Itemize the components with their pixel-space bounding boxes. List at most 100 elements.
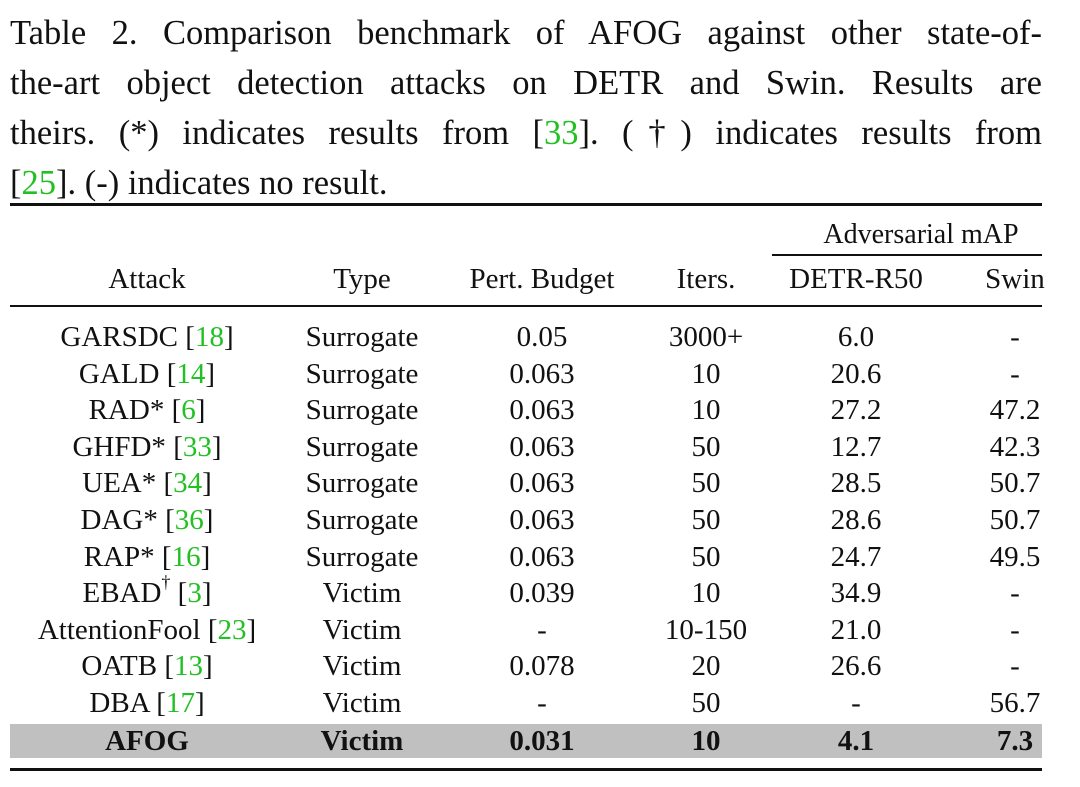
table-cell-budget: 0.05 [516,321,568,353]
table-cell-iters: 20 [691,650,721,683]
table-cell-swin: 49.5 [989,540,1041,573]
table-cell-iters: 3000+ [668,321,744,353]
table-cell-swin: 47.2 [989,394,1041,427]
table-cell-type: Victim [322,650,402,683]
table-cell-attack: GHFD* [33] [72,430,222,463]
citation-link[interactable]: 25 [21,164,57,202]
citation-link[interactable]: 23 [217,613,247,646]
table-cell-attack: DAG* [36] [80,504,214,536]
table-cell-type: Victim [322,577,402,610]
table-cell-attack: UEA* [34] [82,467,212,500]
group-header-rule [772,254,1042,256]
citation-link[interactable]: 14 [176,357,206,390]
highlight-cell-type: Victim [320,725,404,757]
table-cell-attack: GALD [14] [78,357,216,390]
table-cell-detr: 28.5 [830,467,882,500]
table-cell-budget: 0.078 [509,650,575,683]
header-rule [10,305,1042,307]
table-cell-attack: OATB [13] [81,650,213,683]
table-cell-iters: 50 [691,540,721,573]
column-header-detr: DETR-R50 [789,263,923,295]
citation-link[interactable]: 34 [173,467,203,500]
table-cell-budget: 0.063 [509,467,575,500]
highlight-row-background [10,724,1042,758]
column-header-swin: Swin [985,263,1045,295]
table-cell-iters: 50 [691,467,721,500]
table-cell-budget: - [537,613,547,646]
table-cell-attack: AttentionFool [23] [37,613,257,646]
table-cell-type: Surrogate [305,504,419,536]
highlight-cell-detr: 4.1 [837,725,875,757]
table-cell-swin: - [1010,613,1020,646]
table-cell-swin: 50.7 [989,504,1041,536]
table-cell-budget: 0.063 [509,540,575,573]
table-cell-iters: 10 [691,394,721,427]
column-header-iters: Iters. [676,263,736,295]
table-cell-budget: - [537,687,547,719]
citation-link[interactable]: 6 [181,394,196,427]
table-cell-swin: 42.3 [989,430,1041,463]
table-caption: Table 2. Comparison benchmark of AFOG ag… [10,8,1042,208]
table-cell-detr: 12.7 [830,430,882,463]
table-cell-attack: RAD* [6] [88,394,206,427]
table-cell-detr: 6.0 [837,321,875,353]
group-header-adversarial-map: Adversarial mAP [823,219,1019,250]
citation-link[interactable]: 3 [187,577,202,610]
highlight-cell-budget: 0.031 [509,725,575,757]
table-cell-type: Victim [322,687,402,719]
top-rule [10,203,1042,206]
citation-link[interactable]: 13 [173,650,203,683]
table-cell-type: Surrogate [305,321,419,353]
table-cell-swin: - [1010,357,1020,390]
column-header-budget: Pert. Budget [469,263,615,295]
table-cell-attack: DBA [17] [89,687,205,719]
table-cell-budget: 0.063 [509,504,575,536]
table-cell-type: Surrogate [305,467,419,500]
table-cell-type: Surrogate [305,540,419,573]
caption-line: [25]. (-) indicates no result. [10,164,388,202]
table-cell-iters: 50 [691,687,721,719]
highlight-cell-attack: AFOG [105,725,189,757]
citation-link[interactable]: 16 [171,540,201,573]
table-cell-iters: 50 [691,430,721,463]
bottom-rule [10,768,1042,771]
table-cell-iters: 10 [691,357,721,390]
table-cell-attack: GARSDC [18] [60,321,234,353]
citation-link[interactable]: 18 [194,321,224,353]
table-cell-detr: 26.6 [830,650,882,683]
table-cell-detr: 28.6 [830,504,882,536]
table-cell-iters: 10 [691,577,721,610]
citation-link[interactable]: 36 [174,504,204,536]
column-header-attack: Attack [108,263,186,295]
column-header-type: Type [333,263,391,295]
table-cell-detr: - [851,687,861,719]
table-cell-budget: 0.063 [509,357,575,390]
table-cell-swin: 56.7 [989,687,1041,719]
table-cell-detr: 21.0 [830,613,882,646]
table-cell-budget: 0.063 [509,430,575,463]
table-cell-type: Surrogate [305,430,419,463]
table-cell-budget: 0.039 [509,577,575,610]
table-cell-iters: 50 [691,504,721,536]
caption-line: theirs. (*) indicates results from [33].… [10,114,1042,152]
highlight-cell-swin: 7.3 [996,725,1034,757]
table-cell-iters: 10-150 [664,613,748,646]
table-cell-detr: 27.2 [830,394,882,427]
table-cell-swin: - [1010,577,1020,610]
table-cell-budget: 0.063 [509,394,575,427]
caption-line: the-art object detection attacks on DETR… [10,64,1042,102]
table-cell-detr: 34.9 [830,577,882,610]
table-cell-attack: RAP* [16] [83,540,211,573]
table-cell-swin: 50.7 [989,467,1041,500]
table-cell-attack: EBAD† [3] [82,571,212,610]
table-cell-type: Surrogate [305,357,419,390]
table-cell-swin: - [1010,650,1020,683]
table-cell-type: Surrogate [305,394,419,427]
citation-link[interactable]: 17 [165,687,195,719]
table-cell-type: Victim [322,613,402,646]
highlight-cell-iters: 10 [691,725,721,757]
table-cell-swin: - [1010,321,1020,353]
citation-link[interactable]: 33 [182,430,212,463]
citation-link[interactable]: 33 [543,114,579,152]
